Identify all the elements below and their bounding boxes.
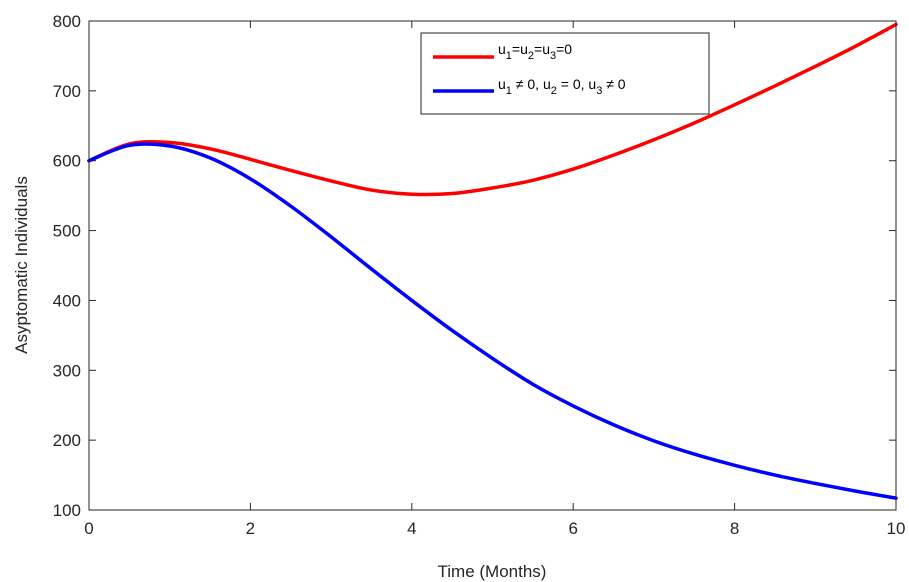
x-tick-label: 2	[246, 519, 255, 538]
x-tick-label: 10	[887, 519, 906, 538]
x-tick-labels: 0 2 4 6 8 10	[84, 519, 905, 538]
x-axis-label: Time (Months)	[438, 562, 547, 581]
legend-text-part: u	[498, 76, 506, 92]
x-tick-label: 6	[568, 519, 577, 538]
y-tick-label: 700	[53, 82, 81, 101]
y-tick-label: 600	[53, 152, 81, 171]
legend-text-part: =u	[512, 41, 528, 57]
x-tick-label: 0	[84, 519, 93, 538]
legend-subscript: 3	[550, 50, 556, 62]
legend-text-part: =u	[534, 41, 550, 57]
y-axis-label: Asyptomatic Individuals	[12, 176, 31, 354]
y-tick-label: 500	[53, 222, 81, 241]
legend-subscript: 1	[506, 50, 512, 62]
y-tick-label: 200	[53, 431, 81, 450]
legend-label-with-control: u1 ≠ 0, u2 = 0, u3 ≠ 0	[498, 76, 626, 97]
legend-label-no-control: u1=u2=u3=0	[498, 41, 572, 62]
legend: u1=u2=u3=0 u1 ≠ 0, u2 = 0, u3 ≠ 0	[420, 32, 710, 115]
x-tick-label: 8	[730, 519, 739, 538]
legend-text-part: = 0, u	[557, 76, 596, 92]
y-tick-label: 300	[53, 361, 81, 380]
legend-text-part: u	[498, 41, 506, 57]
plot-frame	[88, 20, 897, 511]
legend-box	[420, 32, 710, 115]
legend-subscript: 3	[596, 85, 602, 97]
legend-subscript: 1	[506, 85, 512, 97]
legend-text-part: ≠ 0, u	[512, 76, 551, 92]
y-tick-labels: 100 200 300 400 500 600 700 800	[53, 12, 81, 520]
legend-subscript: 2	[551, 85, 557, 97]
y-tick-label: 800	[53, 12, 81, 31]
x-tick-label: 4	[407, 519, 416, 538]
series-lines	[87, 22, 898, 500]
y-tick-label: 400	[53, 291, 81, 310]
legend-text-part: =0	[556, 41, 572, 57]
legend-text-part: ≠ 0	[602, 76, 625, 92]
series-line-no-control	[87, 22, 898, 197]
y-tick-label: 100	[53, 501, 81, 520]
series-line-with-control	[87, 142, 898, 500]
legend-subscript: 2	[528, 50, 534, 62]
